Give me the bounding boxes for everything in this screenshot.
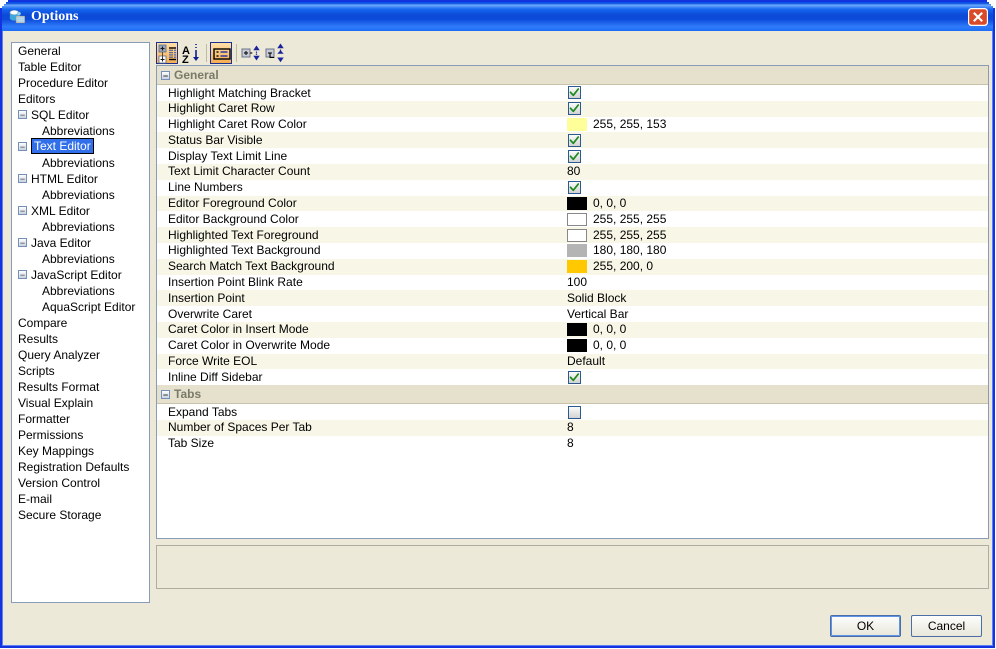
svg-text:Z: Z [182, 54, 189, 64]
